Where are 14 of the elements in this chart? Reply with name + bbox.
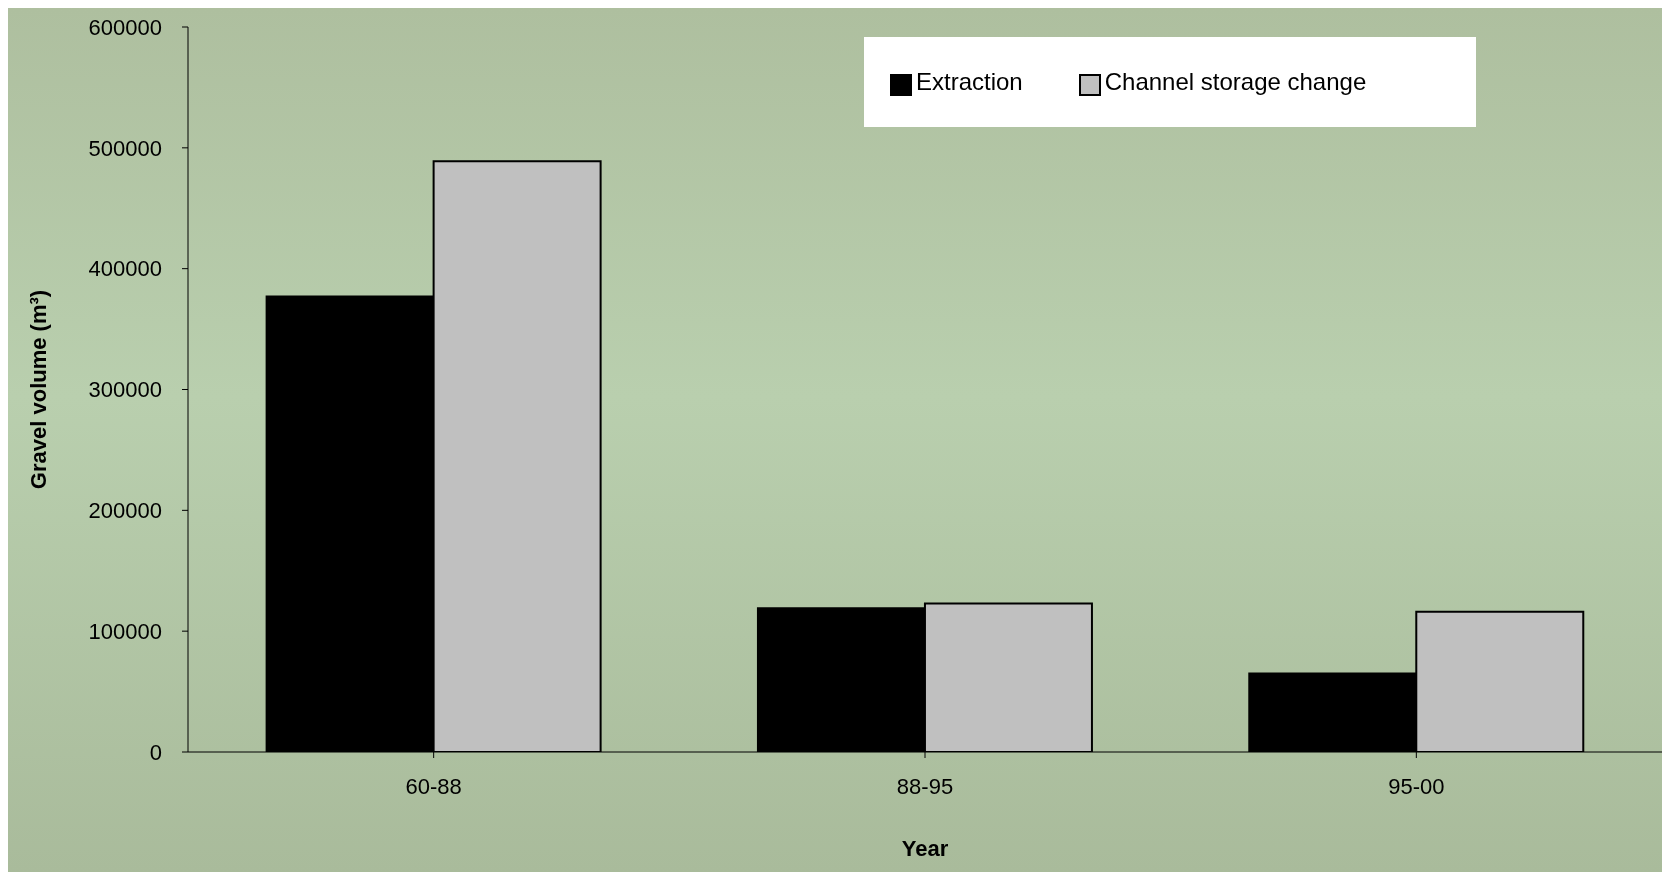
y-axis-title: Gravel volume (m³) — [25, 289, 51, 490]
x-tick-label: 88-95 — [896, 773, 954, 799]
y-tick-label: 400000 — [88, 256, 162, 282]
x-axis-title: Year — [901, 836, 949, 861]
y-tick-label: 200000 — [88, 498, 162, 524]
legend-label: Extraction — [916, 68, 1023, 96]
legend-label: Channel storage change — [1104, 68, 1367, 96]
x-tick-label: 60-88 — [405, 773, 462, 799]
y-tick-label: 0 — [149, 739, 162, 765]
y-tick-label: 600000 — [88, 14, 162, 40]
y-tick-label: 300000 — [88, 377, 162, 403]
y-tick-label: 100000 — [88, 618, 162, 644]
y-tick-label: 500000 — [88, 135, 162, 161]
x-tick-label: 95-00 — [1388, 773, 1445, 799]
